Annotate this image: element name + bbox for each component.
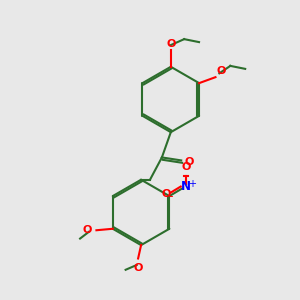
Text: O: O <box>134 263 143 273</box>
Text: O: O <box>162 189 171 199</box>
Text: O: O <box>217 66 226 76</box>
Text: +: + <box>188 178 196 189</box>
Text: O: O <box>185 157 194 167</box>
Text: O: O <box>83 225 92 235</box>
Text: N: N <box>181 180 191 193</box>
Text: O: O <box>166 39 176 49</box>
Text: -: - <box>169 190 173 203</box>
Text: O: O <box>181 162 190 172</box>
